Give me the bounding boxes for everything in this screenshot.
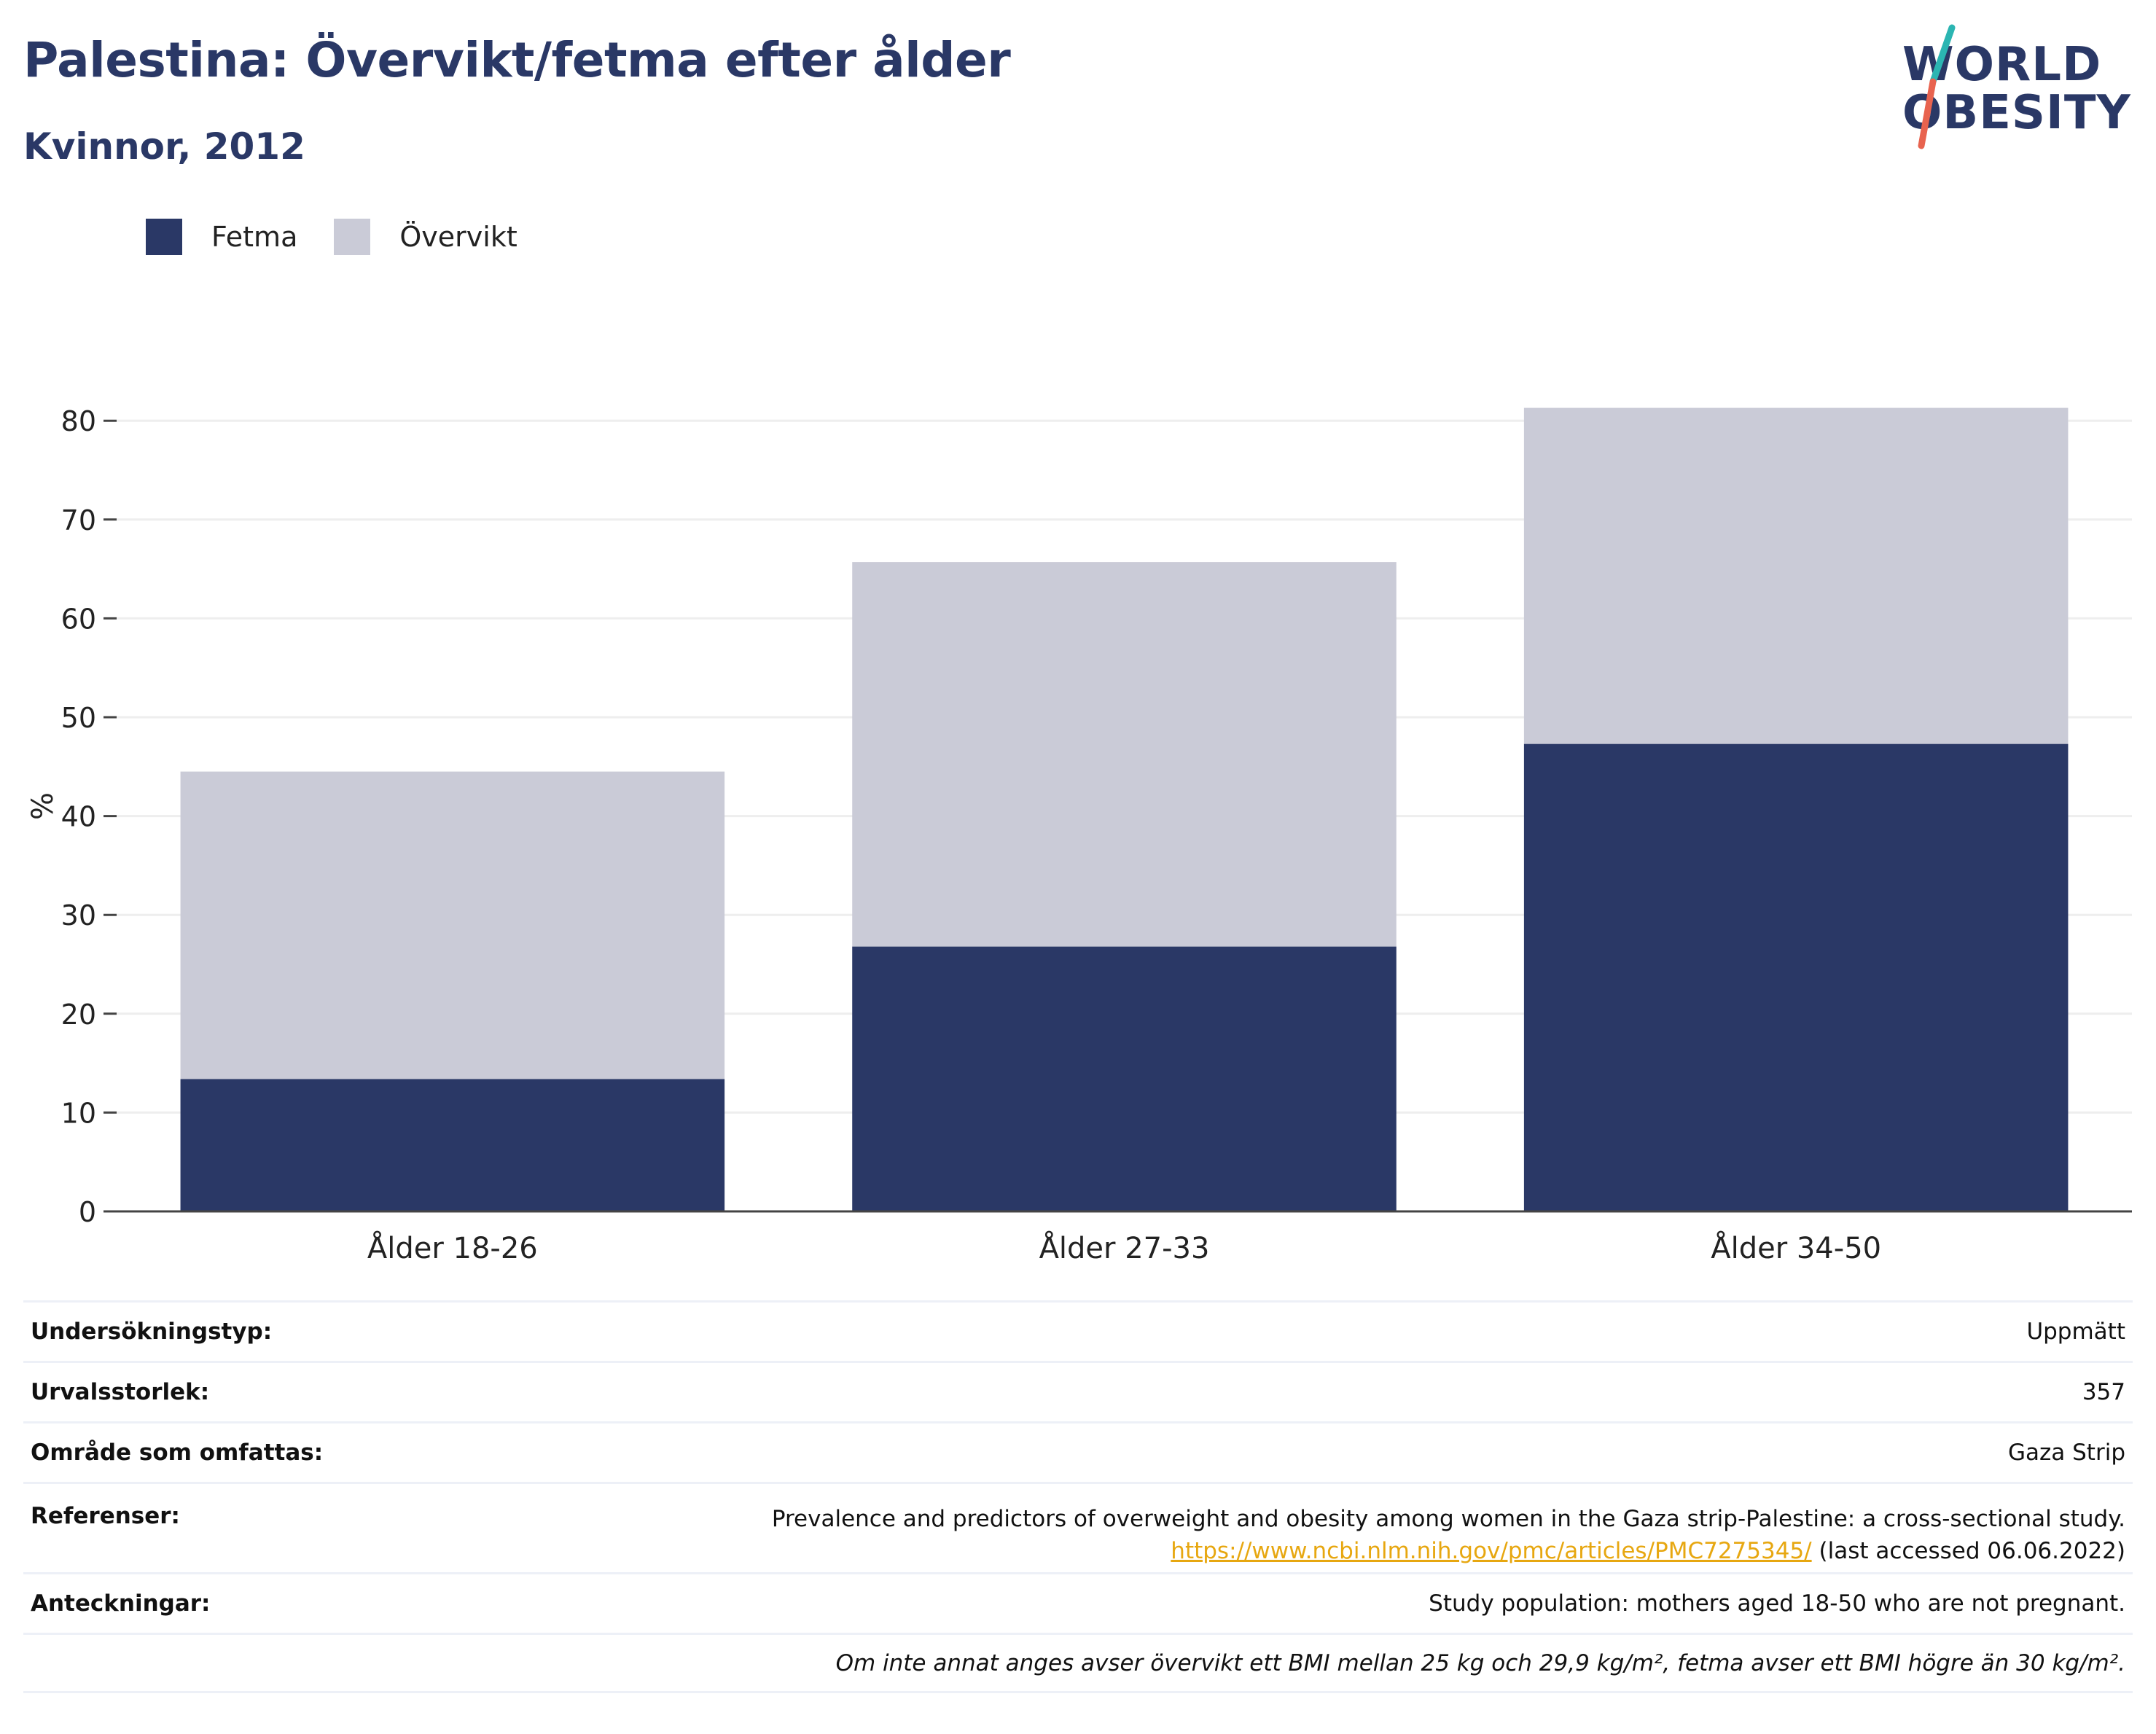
legend-item-overvikt[interactable]: Övervikt: [334, 219, 517, 255]
legend-label-fetma: Fetma: [211, 221, 298, 253]
y-tick-label: 80: [61, 405, 96, 437]
area-label: Område som omfattas:: [31, 1440, 324, 1466]
chart-legend: Fetma Övervikt: [146, 219, 554, 255]
y-axis-label: %: [26, 792, 60, 820]
y-tick-label: 50: [61, 702, 96, 734]
sample-size-value: 357: [2082, 1379, 2125, 1405]
chart-title: Palestina: Övervikt/fetma efter ålder: [23, 32, 1011, 88]
legend-label-overvikt: Övervikt: [399, 221, 517, 253]
meta-row-sample-size: Urvalsstorlek: 357: [23, 1361, 2133, 1421]
area-value: Gaza Strip: [2007, 1440, 2125, 1466]
survey-type-value: Uppmätt: [2026, 1319, 2125, 1345]
survey-type-label: Undersökningstyp:: [31, 1319, 273, 1345]
y-tick-label: 70: [61, 504, 96, 536]
references-label: Referenser:: [31, 1503, 180, 1529]
bar-overvikt: [1523, 407, 2069, 744]
stacked-bar-chart: 0 10 20 30 40 50 60 70 80% Ålder 18-26 Ålder 27-33…: [26, 405, 2132, 1265]
meta-row-area: Område som omfattas: Gaza Strip: [23, 1421, 2133, 1482]
y-tick-label: 60: [61, 603, 96, 635]
references-value: Prevalence and predictors of overweight …: [772, 1503, 2125, 1567]
bar-fetma: [852, 946, 1397, 1211]
world-obesity-logo: WORLD OBESITY: [1895, 22, 2136, 153]
x-tick-label: Ålder 34-50: [1711, 1230, 1881, 1265]
meta-row-definition: Om inte annat anges avser övervikt ett B…: [23, 1633, 2133, 1693]
survey-metadata-table: Undersökningstyp: Uppmätt Urvalsstorlek:…: [23, 1300, 2133, 1693]
logo-slash-icon: [1918, 24, 1956, 149]
bar-fetma: [1523, 743, 2069, 1211]
notes-label: Anteckningar:: [31, 1590, 211, 1617]
y-tick-label: 0: [79, 1196, 96, 1228]
meta-row-references: Referenser: Prevalence and predictors of…: [23, 1482, 2133, 1572]
legend-swatch-fetma: [146, 219, 182, 255]
y-tick-label: 10: [61, 1097, 96, 1129]
bmi-definition-note: Om inte annat anges avser övervikt ett B…: [835, 1649, 2125, 1676]
bar-overvikt: [852, 562, 1397, 947]
notes-value: Study population: mothers aged 18-50 who…: [1429, 1590, 2125, 1617]
y-tick-label: 40: [61, 801, 96, 833]
legend-swatch-overvikt: [334, 219, 371, 255]
chart-subtitle: Kvinnor, 2012: [23, 125, 305, 168]
references-link[interactable]: https://www.ncbi.nlm.nih.gov/pmc/article…: [1171, 1538, 1812, 1564]
references-text: Prevalence and predictors of overweight …: [771, 1506, 2125, 1532]
references-accessed: (last accessed 06.06.2022): [1819, 1538, 2125, 1564]
legend-item-fetma[interactable]: Fetma: [146, 219, 297, 255]
x-tick-label: Ålder 18-26: [367, 1230, 538, 1265]
x-tick-label: Ålder 27-33: [1039, 1230, 1210, 1265]
logo-line-2: OBESITY: [1902, 86, 2131, 140]
sample-size-label: Urvalsstorlek:: [31, 1379, 210, 1405]
bar-overvikt: [180, 771, 725, 1079]
bar-fetma: [180, 1079, 725, 1211]
meta-row-survey-type: Undersökningstyp: Uppmätt: [23, 1300, 2133, 1361]
y-tick-label: 20: [61, 999, 96, 1031]
y-tick-label: 30: [61, 899, 96, 932]
meta-row-notes: Anteckningar: Study population: mothers …: [23, 1572, 2133, 1633]
